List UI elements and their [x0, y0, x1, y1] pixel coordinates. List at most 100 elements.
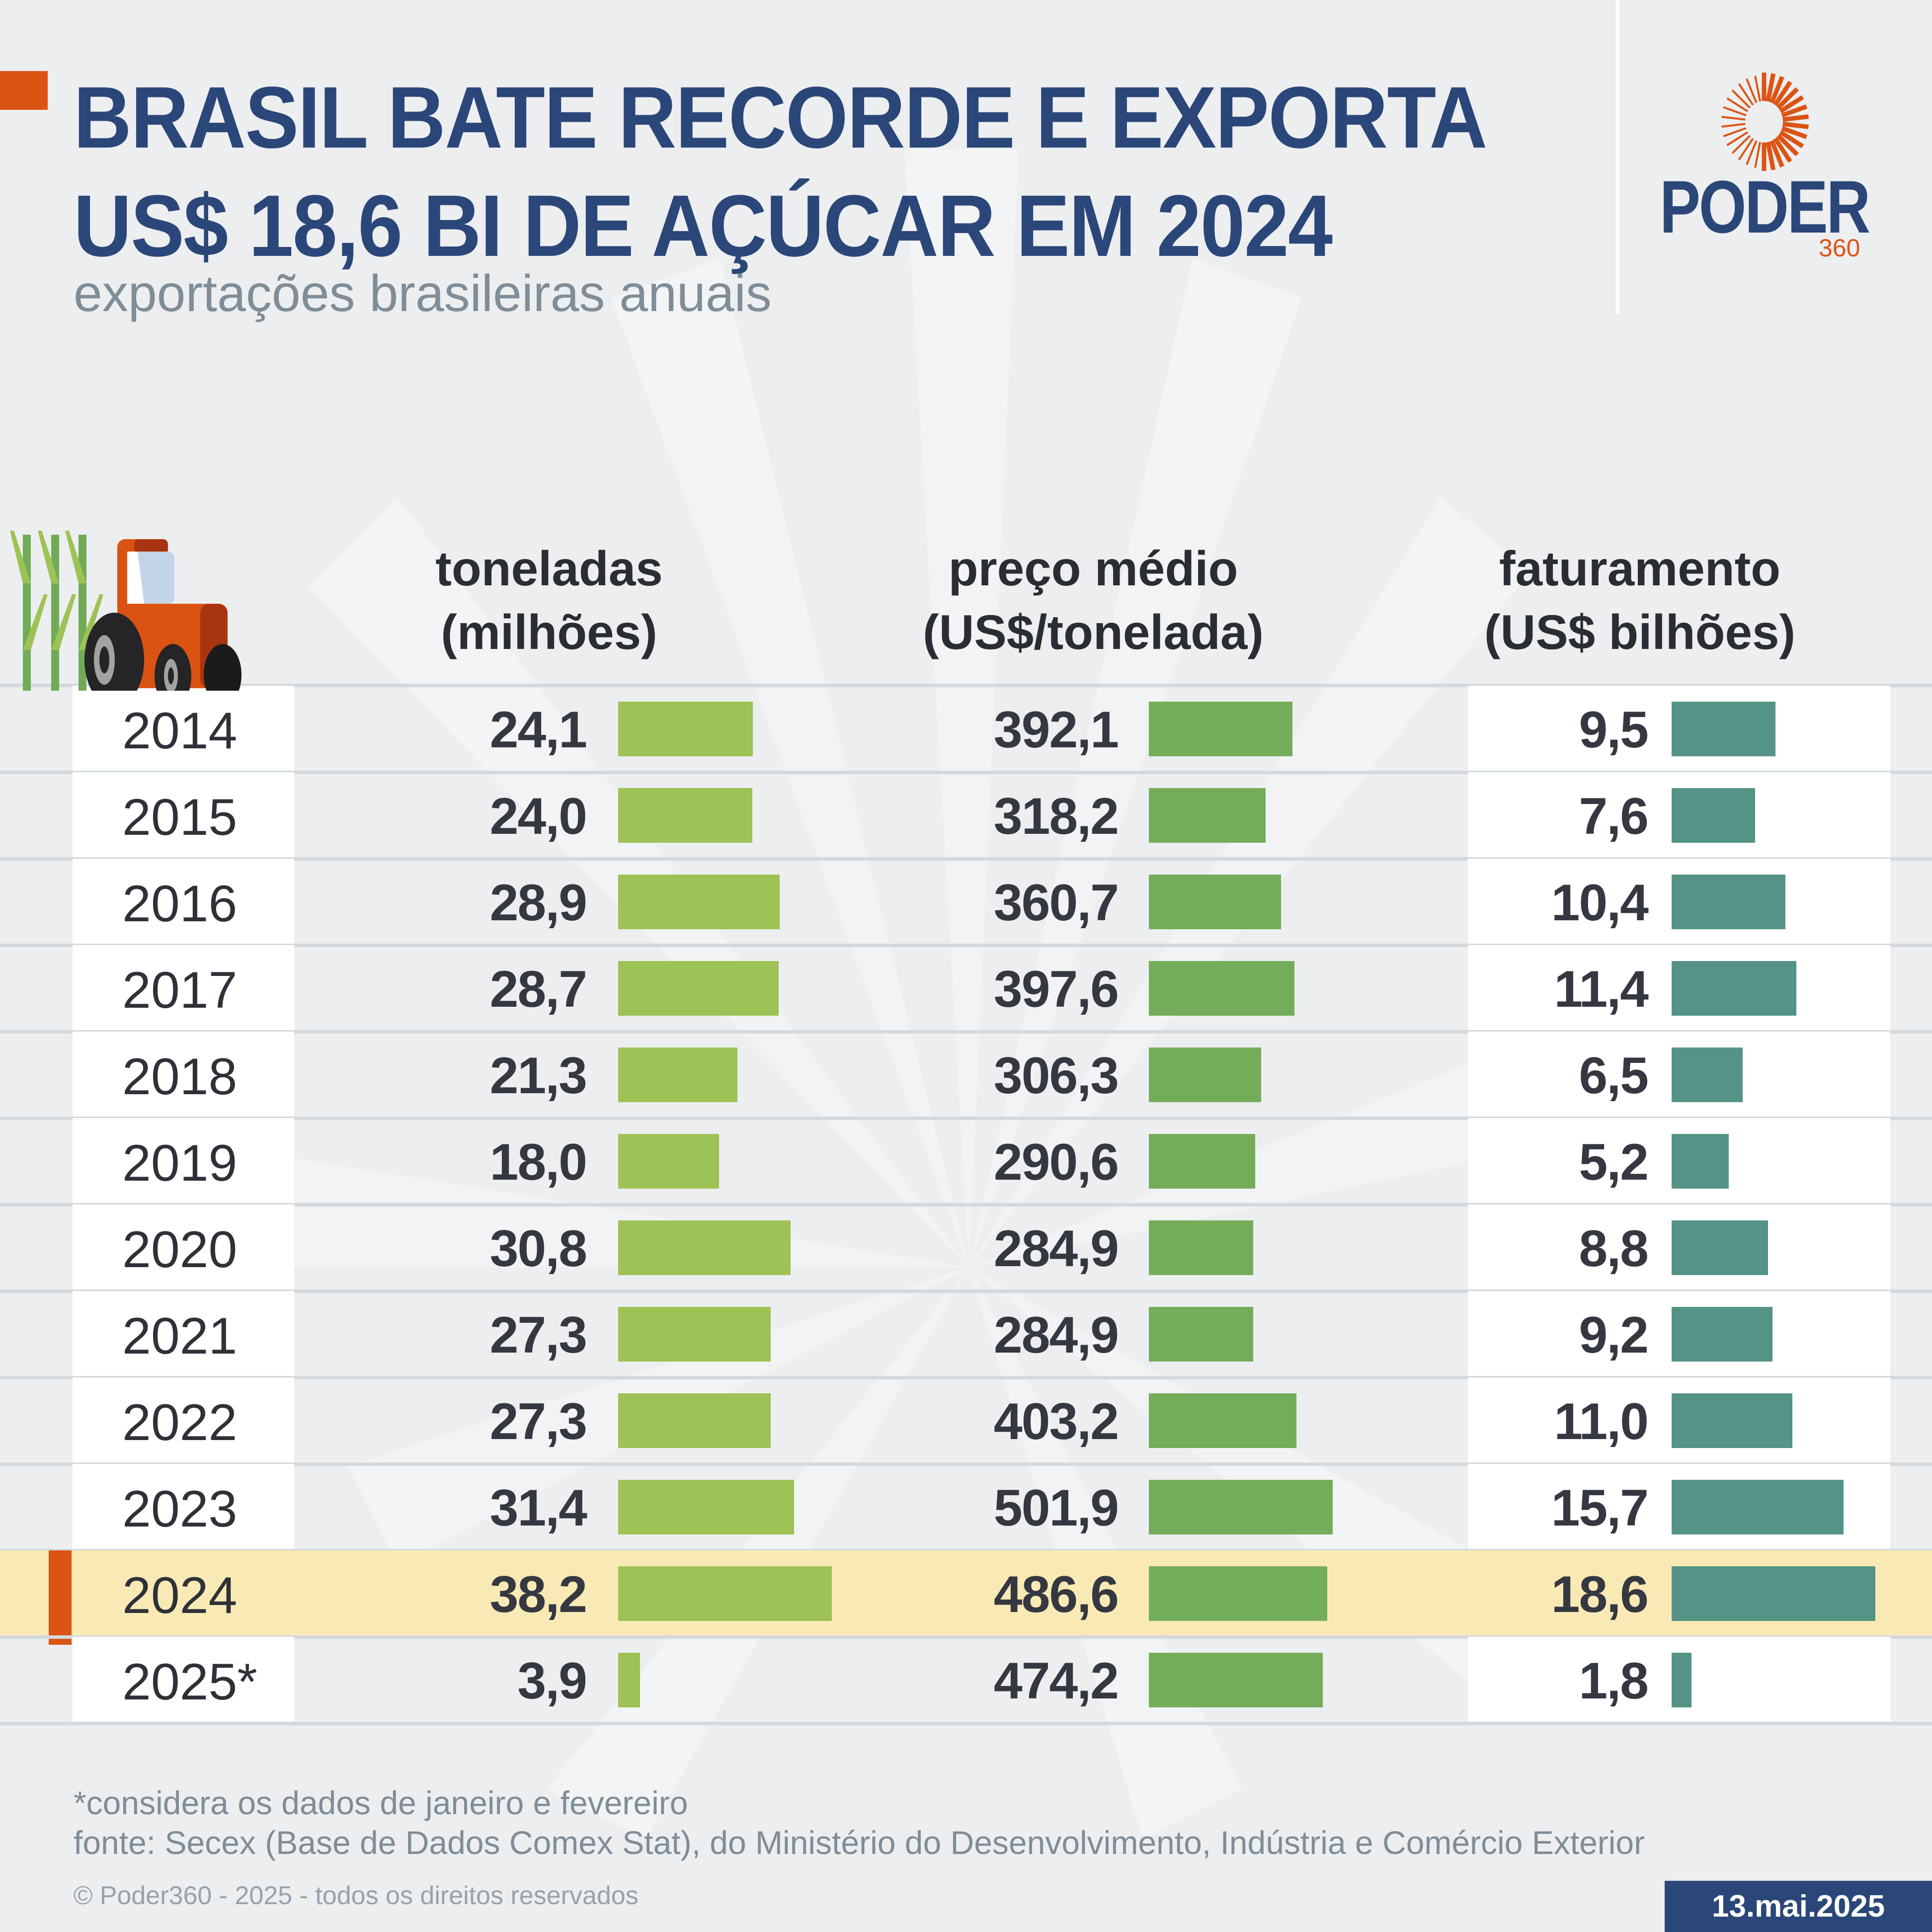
logo-ray: [1731, 135, 1751, 154]
value-label-revenue: 6,5: [1579, 1047, 1649, 1105]
column-header-price: preço médio (US$/tonelada): [880, 537, 1307, 664]
bar-price: [1149, 1566, 1327, 1621]
logo-ray: [1738, 83, 1754, 106]
value-label-price: 474,2: [993, 1652, 1119, 1710]
table-row: 2018 21,3 306,3 6,5: [0, 1032, 1932, 1120]
value-label-tons: 31,4: [489, 1479, 587, 1537]
bar-tons: [618, 1047, 737, 1102]
logo-ray: [1726, 97, 1749, 112]
year-label: 2019: [122, 1134, 238, 1192]
year-label: 2024: [122, 1567, 238, 1624]
row-divider: [0, 944, 1932, 947]
value-label-revenue: 7,6: [1579, 788, 1649, 845]
value-label-revenue: 15,7: [1551, 1479, 1649, 1537]
value-label-tons: 38,2: [489, 1566, 587, 1623]
col3-label-line2: (US$ bilhões): [1484, 605, 1796, 659]
column-header-revenue: faturamento (US$ bilhões): [1441, 537, 1839, 664]
row-divider: [0, 1376, 1932, 1379]
title-line-2: US$ 18,6 BI DE AÇÚCAR EM 2024: [74, 177, 1333, 275]
logo-ray: [1723, 106, 1747, 116]
logo-ray: [1721, 123, 1746, 128]
row-divider: [0, 1030, 1932, 1034]
logo-ray: [1754, 76, 1762, 102]
bar-revenue: [1672, 875, 1786, 929]
value-label-revenue: 1,8: [1579, 1652, 1649, 1710]
bar-price: [1149, 1220, 1253, 1275]
bar-price: [1149, 1393, 1297, 1448]
table-row: 2015 24,0 318,2 7,6: [0, 772, 1932, 861]
value-label-price: 284,9: [993, 1306, 1119, 1364]
logo-ray: [1770, 76, 1784, 104]
table-row: 2014 24,1 392,1 9,5: [0, 684, 1932, 774]
table-row: 2023 31,4 501,9 15,7: [0, 1464, 1932, 1552]
header-divider: [1616, 0, 1619, 314]
value-label-revenue: 9,5: [1579, 701, 1649, 759]
bar-tons: [618, 1220, 791, 1275]
year-label: 2014: [122, 702, 238, 760]
bar-revenue: [1672, 1653, 1691, 1707]
bar-price: [1149, 1134, 1256, 1189]
year-label: 2015: [122, 789, 238, 846]
bar-revenue: [1672, 1220, 1768, 1275]
table-row: 2017 28,7 397,6 11,4: [0, 945, 1932, 1034]
year-cell-bg: [73, 1205, 294, 1291]
value-label-tons: 27,3: [489, 1306, 587, 1364]
value-label-revenue: 18,6: [1551, 1566, 1649, 1623]
col1-label-line2: (milhões): [441, 605, 657, 659]
year-label: 2017: [122, 962, 238, 1019]
year-label: 2022: [122, 1394, 238, 1451]
logo-ray: [1746, 140, 1758, 165]
row-divider: [0, 1635, 1932, 1639]
bar-revenue: [1672, 1480, 1844, 1534]
value-label-revenue: 10,4: [1551, 874, 1649, 932]
logo-ray: [1781, 126, 1808, 139]
col2-label-line1: preço médio: [948, 541, 1238, 596]
bar-revenue: [1672, 1307, 1772, 1362]
source-note: fonte: Secex (Base de Dados Comex Stat),…: [74, 1824, 1645, 1861]
col3-label-line1: faturamento: [1499, 541, 1781, 596]
sugarcane-tractor-illustration-icon: [10, 531, 242, 691]
value-label-price: 284,9: [993, 1220, 1119, 1278]
bar-tons: [618, 961, 779, 1016]
logo-ray: [1721, 116, 1746, 121]
value-label-revenue: 5,2: [1579, 1133, 1649, 1191]
row-divider: [0, 1462, 1932, 1466]
bar-tons: [618, 788, 753, 843]
footnote: *considera os dados de janeiro e feverei…: [74, 1784, 688, 1821]
bar-revenue: [1672, 961, 1797, 1016]
year-cell-bg: [73, 1464, 294, 1550]
bar-tons: [618, 1653, 640, 1707]
bar-revenue: [1672, 1393, 1792, 1448]
value-label-revenue: 11,0: [1554, 1393, 1649, 1450]
value-label-price: 397,6: [993, 961, 1119, 1018]
bar-revenue: [1672, 702, 1776, 756]
bar-tons: [618, 1307, 771, 1362]
bar-price: [1149, 875, 1281, 929]
bar-tons: [618, 702, 753, 756]
bar-price: [1149, 1480, 1333, 1534]
row-divider: [0, 1289, 1932, 1293]
value-label-price: 318,2: [993, 788, 1119, 845]
bar-revenue: [1672, 1566, 1875, 1621]
table-row: 2020 30,8 284,9 8,8: [0, 1205, 1932, 1293]
logo-ray: [1754, 142, 1762, 168]
logo-ray: [1766, 73, 1776, 102]
row-divider: [0, 857, 1932, 861]
bar-tons: [618, 1393, 771, 1448]
year-cell-bg: [73, 1032, 294, 1118]
year-cell-bg: [73, 1291, 294, 1377]
bar-price: [1149, 788, 1266, 843]
logo-ray: [1781, 104, 1808, 118]
value-label-tons: 30,8: [489, 1220, 587, 1278]
value-label-price: 486,6: [993, 1566, 1119, 1623]
column-header-tons: toneladas (milhões): [393, 537, 706, 664]
bar-tons: [618, 1566, 832, 1621]
value-label-revenue: 8,8: [1579, 1220, 1649, 1278]
bar-price: [1149, 702, 1293, 756]
bar-revenue: [1672, 788, 1755, 843]
logo-ray: [1726, 131, 1749, 146]
table-row: 2024 38,2 486,6 18,6: [0, 1550, 1932, 1645]
logo-ray: [1766, 142, 1776, 170]
year-label: 2018: [122, 1048, 238, 1106]
poder360-sun-logo-icon: [1721, 73, 1809, 171]
